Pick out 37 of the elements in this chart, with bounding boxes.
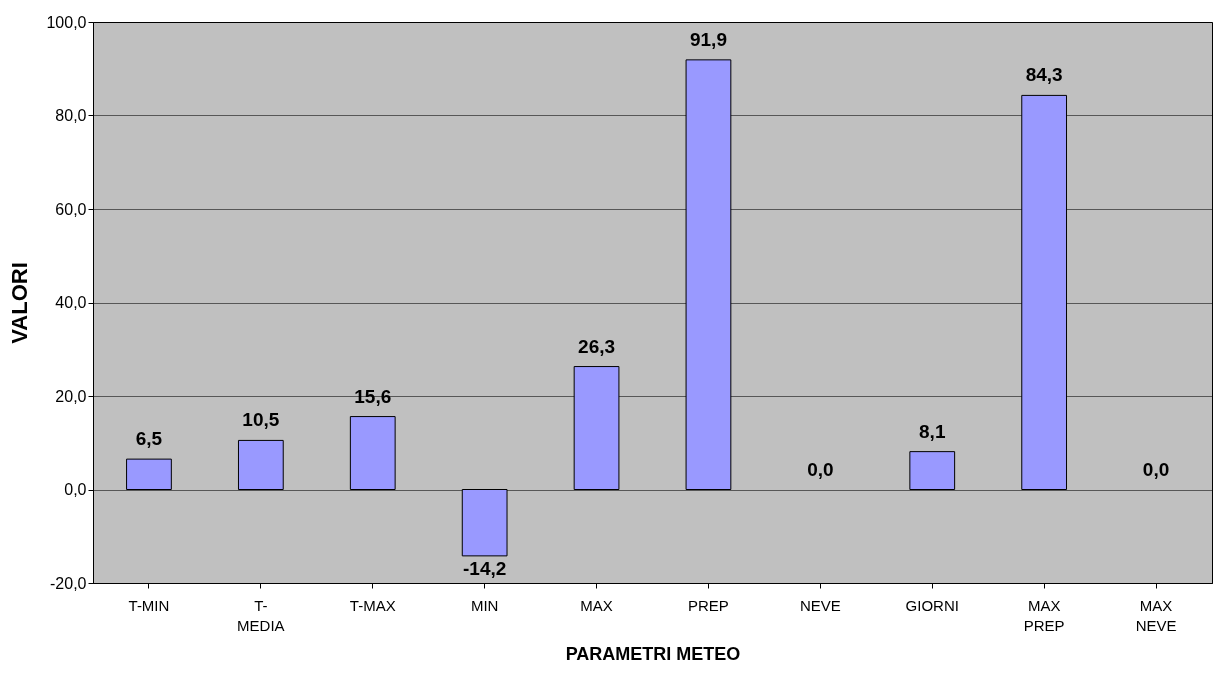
data-label: 26,3	[578, 335, 616, 357]
bar	[349, 416, 396, 490]
data-label: 15,6	[354, 385, 392, 407]
y-tick-label: 40,0	[55, 294, 87, 311]
x-tick-label: MAX PREP	[1023, 596, 1065, 634]
y-tick-label: 100,0	[46, 13, 87, 31]
data-label: 0,0	[807, 458, 834, 480]
data-label: -14,2	[462, 557, 507, 579]
bar	[237, 439, 284, 490]
bar	[909, 451, 956, 490]
x-tick-label: MIN	[470, 596, 499, 614]
y-tick-label: 20,0	[55, 387, 87, 405]
x-tick-label: T-MIN	[128, 596, 170, 614]
bar	[461, 489, 508, 557]
x-tick-label: T-MAX	[349, 596, 396, 614]
x-tick-label: T-MEDIA	[237, 596, 285, 634]
y-axis-title: VALORI	[7, 262, 33, 344]
bar	[573, 366, 620, 490]
x-tick-label: PREP	[688, 596, 729, 614]
x-tick-label: NEVE	[799, 596, 841, 614]
data-label: 8,1	[919, 420, 946, 442]
bar	[126, 458, 172, 490]
data-label: 0,0	[1142, 458, 1170, 480]
x-tick-label: MAX NEVE	[1135, 596, 1177, 634]
y-tick-label: 60,0	[55, 200, 87, 218]
x-tick-label: MAX	[580, 596, 613, 614]
data-label: 6,5	[135, 428, 163, 450]
y-tick-label: 0,0	[64, 481, 87, 498]
y-tick-label: -20,0	[50, 574, 87, 592]
x-tick-label: GIORNI	[905, 596, 959, 614]
data-label: 84,3	[1025, 64, 1063, 86]
bar	[685, 59, 732, 490]
bar	[1021, 94, 1068, 490]
y-tick-label: 80,0	[55, 107, 87, 124]
data-label: 10,5	[242, 409, 280, 431]
data-label: 91,9	[689, 28, 727, 50]
x-axis-title: PARAMETRI METEO	[565, 643, 741, 664]
